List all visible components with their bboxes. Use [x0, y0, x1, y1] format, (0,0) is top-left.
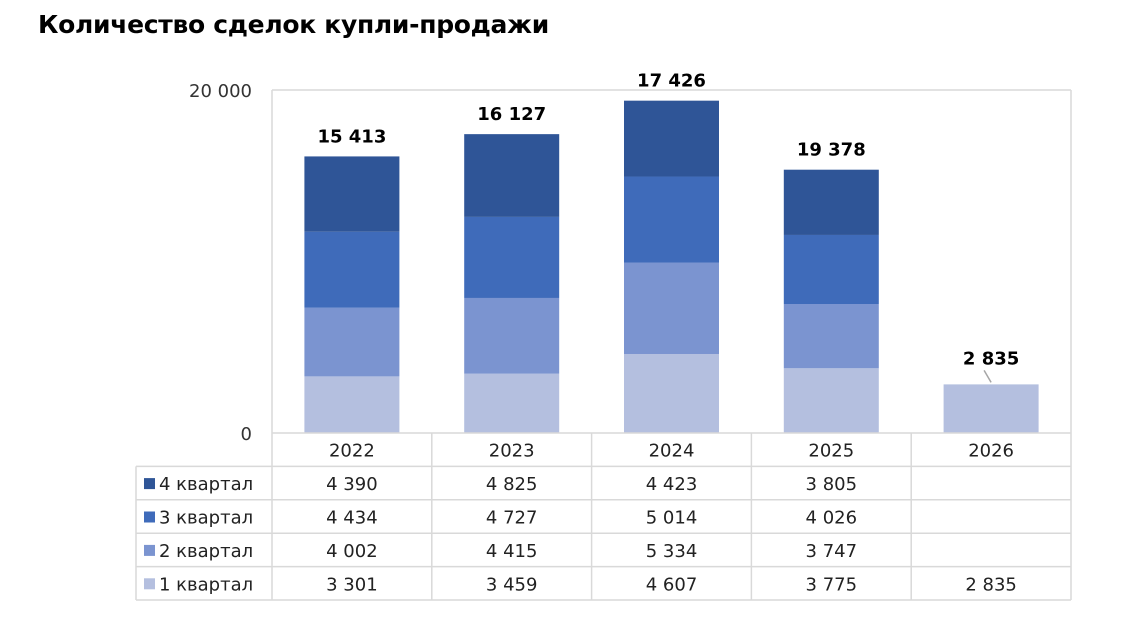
data-table-cell: 4 390: [326, 474, 378, 495]
data-table-cell: 5 334: [646, 541, 698, 562]
data-table-cell: 3 805: [806, 474, 858, 495]
x-category-label: 2023: [489, 441, 535, 462]
data-table-cell: 4 423: [646, 474, 698, 495]
bar-2022-q2: [304, 307, 400, 377]
legend-label: 1 квартал: [159, 574, 253, 595]
bar-2024-q3: [624, 176, 719, 263]
label-leader-line: [983, 370, 992, 383]
data-table-cell: 4 825: [486, 474, 538, 495]
data-table-cell: 4 002: [326, 541, 378, 562]
legend-swatch: [144, 511, 155, 523]
data-table-cell: 3 459: [486, 574, 538, 595]
data-table-cell: 3 775: [806, 574, 858, 595]
legend-swatch: [144, 578, 155, 590]
legend-label: 4 квартал: [159, 474, 253, 495]
total-label: 2 835: [963, 348, 1019, 369]
data-table-cell: 3 301: [326, 574, 378, 595]
bar-2025-q4: [783, 169, 879, 235]
x-category-label: 2024: [649, 441, 695, 462]
bar-2024-q2: [624, 262, 719, 354]
data-table-cell: 4 415: [486, 541, 538, 562]
x-category-label: 2026: [968, 441, 1014, 462]
data-table-cell: 4 727: [486, 508, 538, 529]
bar-2023-q3: [464, 216, 560, 298]
legend-label: 3 квартал: [159, 508, 253, 529]
x-category-label: 2022: [329, 441, 375, 462]
bar-2025-q3: [783, 234, 879, 304]
x-category-label: 2025: [808, 441, 854, 462]
legend-swatch: [144, 478, 155, 490]
data-table-cell: 3 747: [806, 541, 858, 562]
total-label: 17 426: [637, 71, 706, 92]
bar-2024-q1: [624, 353, 719, 433]
data-table-cell: 4 607: [646, 574, 698, 595]
bar-2022-q1: [304, 376, 400, 433]
legend-label: 2 квартал: [159, 541, 253, 562]
bar-2022-q4: [304, 156, 400, 232]
bar-2022-q3: [304, 231, 400, 308]
total-label: 19 378: [797, 140, 866, 161]
bar-2025-q2: [783, 303, 879, 369]
y-tick-label: 20 000: [189, 81, 252, 102]
y-tick-label: 0: [241, 424, 252, 445]
data-table-cell: 4 434: [326, 508, 378, 529]
legend-swatch: [144, 544, 155, 556]
bar-2023-q1: [464, 373, 560, 433]
bar-2023-q2: [464, 297, 560, 374]
bar-2024-q4: [624, 100, 719, 177]
data-table-cell: 4 026: [806, 508, 858, 529]
bar-2026-q1: [943, 384, 1039, 433]
data-table-cell: 2 835: [965, 574, 1017, 595]
data-table-cell: 5 014: [646, 508, 698, 529]
total-label: 15 413: [317, 126, 386, 147]
bar-2025-q1: [783, 368, 879, 433]
bar-2023-q4: [464, 134, 560, 217]
chart-title: Количество сделок купли-продажи: [38, 10, 549, 39]
total-label: 16 127: [477, 104, 546, 125]
